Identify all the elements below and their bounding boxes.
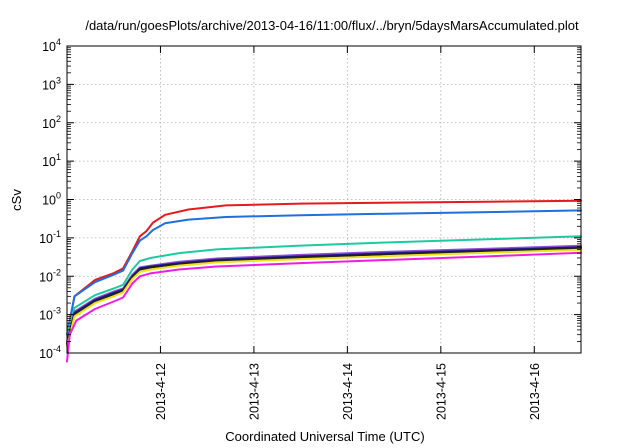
series-line-6 <box>66 247 582 347</box>
grid-lines <box>67 46 581 353</box>
x-tick-label: 2013-4-12 <box>154 363 168 420</box>
x-tick-label: 2013-4-15 <box>434 363 448 420</box>
y-tick-label: 101 <box>42 152 61 169</box>
series-line-7 <box>66 248 582 348</box>
y-tick-label: 10-1 <box>39 229 61 246</box>
x-tick-label: 2013-4-13 <box>247 363 261 420</box>
y-tick-label: 10-4 <box>39 344 61 361</box>
x-axis-label: Coordinated Universal Time (UTC) <box>225 429 424 444</box>
series-line-3 <box>66 235 582 336</box>
chart-title: /data/run/goesPlots/archive/2013-04-16/1… <box>85 18 579 33</box>
y-tick-label: 10-2 <box>39 267 61 284</box>
series-line-1 <box>66 199 582 336</box>
y-tick-label: 102 <box>42 114 61 131</box>
y-tick-label: 10-3 <box>39 306 61 323</box>
y-axis-label: cSv <box>9 189 24 211</box>
series-line-8 <box>66 251 582 363</box>
x-axis-ticks: 2013-4-12 2013-4-13 2013-4-14 2013-4-15 2013… <box>154 46 542 420</box>
y-tick-label: 104 <box>42 37 61 54</box>
y-axis-ticks: 104 103 102 101 100 10-1 10-2 10-3 10-4 <box>39 37 581 361</box>
x-tick-label: 2013-4-16 <box>528 363 542 420</box>
data-series <box>66 199 582 363</box>
series-line-2 <box>66 209 582 336</box>
x-tick-label: 2013-4-14 <box>341 363 355 420</box>
y-tick-label: 103 <box>42 75 61 92</box>
y-tick-label: 100 <box>42 191 61 208</box>
